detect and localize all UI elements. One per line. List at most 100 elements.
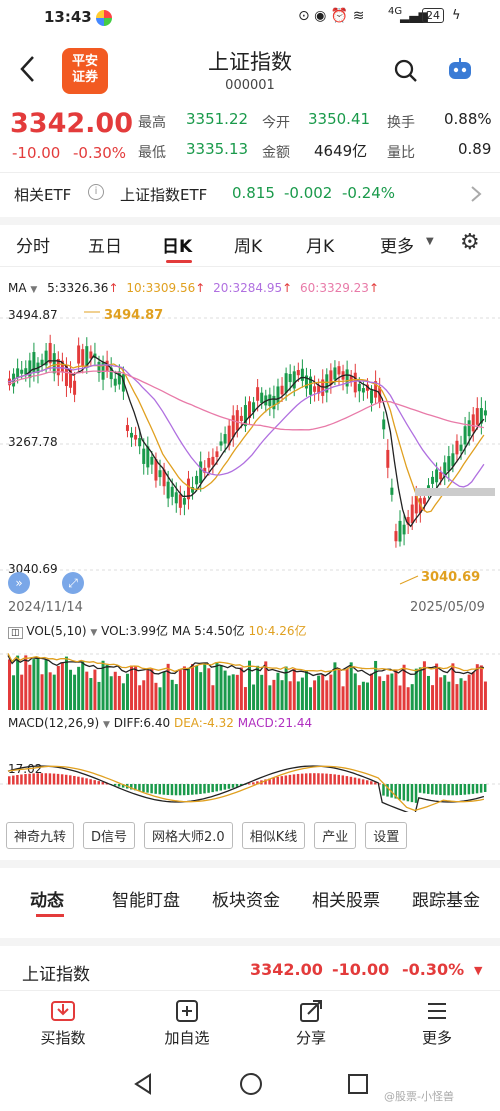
volume-bar xyxy=(248,660,251,710)
price-change-pct: -0.30% xyxy=(73,144,127,162)
candle-body xyxy=(207,458,211,468)
page-title: 上证指数 xyxy=(208,50,292,74)
macd-histogram-bar xyxy=(207,784,210,793)
candle-body xyxy=(178,494,182,508)
buy-index-button[interactable]: 买指数 xyxy=(18,999,108,1048)
macd-histogram-bar xyxy=(431,784,434,795)
candle-body xyxy=(85,346,89,368)
volume-bar xyxy=(264,661,268,710)
volume-bar xyxy=(154,682,158,710)
candle-body xyxy=(455,440,459,455)
ma60-value: 60:3329.23 xyxy=(300,281,369,295)
tab-daily-k[interactable]: 日K xyxy=(162,237,193,257)
candle-body xyxy=(77,345,81,364)
tab-more[interactable]: 更多 xyxy=(380,237,414,257)
share-button[interactable]: 分享 xyxy=(266,999,356,1048)
candle-body xyxy=(182,498,186,505)
candle-body xyxy=(256,387,260,401)
macd-histogram-bar xyxy=(341,775,345,785)
chip-d-signal[interactable]: D信号 xyxy=(83,822,136,849)
volume-bar xyxy=(256,665,260,710)
tab-intraday[interactable]: 分时 xyxy=(16,237,50,257)
gear-icon[interactable]: ⚙ xyxy=(460,230,480,255)
chip-magic-nine[interactable]: 神奇九转 xyxy=(6,822,75,849)
volume-bar xyxy=(357,685,361,710)
macd-chart[interactable] xyxy=(0,734,500,812)
volume-bar xyxy=(402,664,406,710)
volume-bar xyxy=(313,680,317,710)
volume-chart[interactable] xyxy=(0,640,500,710)
search-icon[interactable] xyxy=(393,58,419,84)
macd-histogram-bar xyxy=(174,784,178,796)
volume-bar xyxy=(195,665,199,710)
chip-similar-k[interactable]: 相似K线 xyxy=(241,822,306,849)
more-button[interactable]: 更多 xyxy=(392,999,482,1048)
macd-histogram-bar xyxy=(36,773,39,785)
volume-bar xyxy=(207,668,211,710)
macd-legend[interactable]: MACD(12,26,9) ▼ DIFF:6.40 DEA:-4.32 MACD… xyxy=(8,716,312,730)
macd-histogram-bar xyxy=(292,774,296,785)
volume-bar xyxy=(439,677,443,710)
candle-body xyxy=(390,487,394,495)
candle-body xyxy=(296,370,300,376)
volume-bar xyxy=(219,664,223,710)
add-watchlist-button[interactable]: 加自选 xyxy=(142,999,232,1048)
candle-body xyxy=(337,366,341,375)
chip-grid-master[interactable]: 网格大师2.0 xyxy=(144,822,233,849)
macd-histogram-bar xyxy=(56,773,60,785)
tab-weekly-k[interactable]: 周K xyxy=(234,237,263,257)
ma5-line xyxy=(7,355,485,528)
nav-recent-icon[interactable] xyxy=(346,1072,370,1096)
macd-histogram-bar xyxy=(284,775,288,785)
candle-body xyxy=(28,360,32,379)
volume-bar xyxy=(451,663,455,710)
candle-body xyxy=(97,361,101,373)
candle-body xyxy=(32,352,36,373)
volume-bar xyxy=(12,675,16,710)
candle-body xyxy=(345,369,349,387)
kline-chart[interactable] xyxy=(0,302,500,598)
macd-label: MACD(12,26,9) xyxy=(8,716,100,730)
volume-bar xyxy=(113,671,117,710)
vol-ma5: MA 5:4.50亿 xyxy=(171,624,245,638)
tab-five-day[interactable]: 五日 xyxy=(88,237,122,257)
info-icon[interactable]: i xyxy=(88,184,104,200)
back-icon[interactable] xyxy=(18,54,38,84)
volume-bar xyxy=(191,664,195,710)
fast-forward-icon[interactable]: » xyxy=(8,572,30,594)
caret-down-icon: ▼ xyxy=(30,285,38,295)
nav-home-icon[interactable] xyxy=(238,1071,264,1097)
related-etf-row[interactable]: 相关ETF i 上证指数ETF 0.815 -0.002 -0.24% xyxy=(0,172,500,225)
index-summary-row[interactable]: 上证指数 3342.00 -10.00 -0.30% ▼ xyxy=(0,938,500,996)
macd-histogram-bar xyxy=(8,776,11,785)
nav-back-icon[interactable] xyxy=(132,1072,154,1096)
ma-legend[interactable]: MA ▼ 5:3326.36↑ 10:3309.56↑ 20:3284.95↑ … xyxy=(8,281,498,295)
tab-news[interactable]: 动态 xyxy=(30,891,64,911)
candle-body xyxy=(186,478,190,500)
chip-settings[interactable]: 设置 xyxy=(365,822,408,849)
tab-smart-watch[interactable]: 智能盯盘 xyxy=(112,891,180,911)
expand-icon[interactable]: ⤢ xyxy=(62,572,84,594)
volume-bar xyxy=(182,666,186,710)
tab-monthly-k[interactable]: 月K xyxy=(306,237,335,257)
assistant-robot-icon[interactable] xyxy=(446,56,474,84)
candle-body xyxy=(386,449,390,468)
candle-body xyxy=(357,383,361,392)
volume-legend[interactable]: ◫ VOL(5,10) ▼ VOL:3.99亿 MA 5:4.50亿 10:4.… xyxy=(8,622,307,639)
macd-dea: DEA:-4.32 xyxy=(173,716,234,730)
tab-tracking-funds[interactable]: 跟踪基金 xyxy=(412,891,480,911)
chip-industry[interactable]: 产业 xyxy=(314,822,357,849)
macd-histogram-bar xyxy=(146,784,149,793)
quote-panel: 3342.00 -10.00 -0.30% 最高 3351.22 今开 3350… xyxy=(0,104,500,172)
volume-bar xyxy=(231,674,235,710)
candle-body xyxy=(394,531,398,542)
candle-body xyxy=(329,370,333,386)
macd-histogram-bar xyxy=(264,779,267,785)
macd-histogram-bar xyxy=(329,773,332,785)
tab-sector-flow[interactable]: 板块资金 xyxy=(212,891,280,911)
tab-related-stocks[interactable]: 相关股票 xyxy=(312,891,380,911)
caret-down-icon[interactable]: ▼ xyxy=(426,236,434,247)
candle-body xyxy=(321,379,325,396)
macd-histogram-bar xyxy=(479,784,483,793)
candle-body xyxy=(211,456,215,465)
